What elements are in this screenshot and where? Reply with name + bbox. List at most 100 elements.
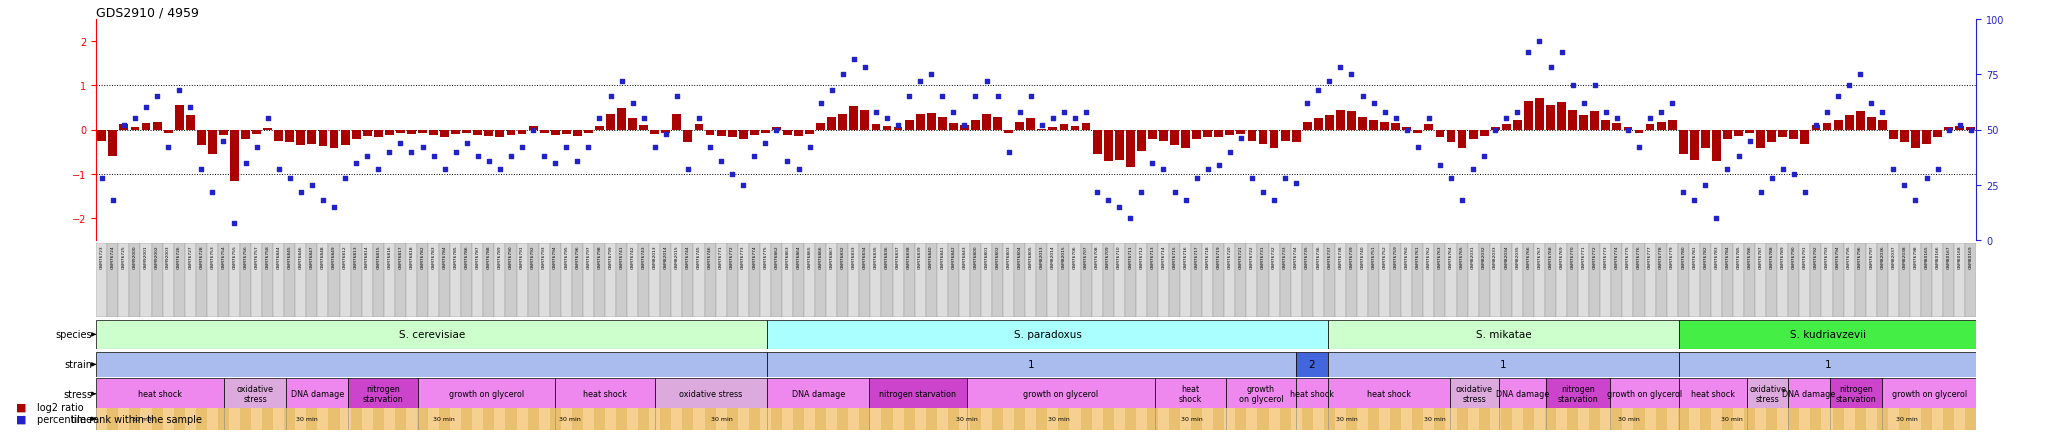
Bar: [684, 130, 692, 143]
Point: [848, 65, 881, 72]
Bar: [539, 408, 549, 430]
Bar: [616, 408, 627, 430]
Text: GSM76781: GSM76781: [1692, 244, 1696, 268]
Bar: [406, 243, 418, 317]
Text: GSM76839: GSM76839: [918, 244, 922, 268]
Text: heat shock: heat shock: [1290, 389, 1333, 398]
Text: GSM76772: GSM76772: [1593, 244, 1597, 268]
Bar: [1931, 408, 1944, 430]
Bar: [1268, 243, 1280, 317]
Text: GSM76782: GSM76782: [420, 244, 424, 268]
Bar: [936, 408, 948, 430]
Bar: [1425, 125, 1434, 130]
Point: [1423, 162, 1456, 169]
Point: [174, 105, 207, 112]
Bar: [350, 408, 362, 430]
Bar: [1745, 130, 1753, 134]
Bar: [375, 130, 383, 138]
Text: GSM76862: GSM76862: [774, 244, 778, 268]
Bar: [893, 243, 903, 317]
Bar: [1069, 408, 1081, 430]
Bar: [1624, 128, 1632, 130]
Bar: [1700, 243, 1710, 317]
Bar: [1092, 408, 1102, 430]
Bar: [1368, 408, 1378, 430]
Point: [1612, 127, 1645, 134]
Bar: [1004, 130, 1014, 134]
Bar: [242, 130, 250, 140]
Bar: [948, 408, 958, 430]
Point: [1755, 175, 1788, 182]
Bar: [1378, 408, 1391, 430]
Text: GSM76792: GSM76792: [1815, 244, 1819, 268]
Bar: [285, 130, 295, 143]
Point: [1192, 167, 1225, 174]
Text: GSM76816: GSM76816: [387, 244, 391, 268]
Point: [1235, 175, 1268, 182]
Bar: [274, 130, 283, 141]
Text: GSM76801: GSM76801: [985, 244, 989, 268]
Bar: [770, 243, 782, 317]
Bar: [1921, 243, 1931, 317]
Text: GSM76784: GSM76784: [442, 244, 446, 268]
Bar: [418, 378, 555, 410]
Bar: [1755, 243, 1765, 317]
Point: [1954, 127, 1987, 134]
Bar: [494, 243, 506, 317]
Text: GSM76842: GSM76842: [952, 244, 954, 268]
Bar: [1202, 243, 1212, 317]
Bar: [1544, 243, 1556, 317]
Point: [1313, 78, 1346, 85]
Bar: [817, 124, 825, 130]
Bar: [606, 115, 614, 130]
Bar: [164, 130, 172, 134]
Bar: [1855, 112, 1864, 130]
Bar: [1202, 408, 1212, 430]
Bar: [1888, 408, 1898, 430]
Point: [1157, 189, 1190, 196]
Bar: [174, 408, 184, 430]
Point: [1036, 115, 1069, 122]
Text: GSM76733: GSM76733: [1284, 244, 1286, 268]
Bar: [1679, 378, 1747, 410]
Bar: [1149, 130, 1157, 140]
Bar: [694, 408, 705, 430]
Text: GSM76796: GSM76796: [1858, 244, 1862, 268]
Text: 30 min: 30 min: [1335, 416, 1358, 421]
Bar: [1501, 243, 1511, 317]
Bar: [1810, 408, 1821, 430]
Text: GSM76795: GSM76795: [1847, 244, 1851, 268]
Text: GSM80168: GSM80168: [1958, 244, 1962, 268]
Text: GSM76725: GSM76725: [123, 244, 125, 268]
Bar: [1169, 243, 1180, 317]
Bar: [1346, 243, 1358, 317]
Bar: [1645, 243, 1655, 317]
Bar: [1657, 122, 1665, 130]
Text: GSM76716: GSM76716: [1184, 244, 1188, 268]
Bar: [655, 378, 768, 410]
Bar: [473, 243, 483, 317]
Bar: [96, 378, 223, 410]
Bar: [768, 352, 1296, 377]
Bar: [1843, 408, 1855, 430]
Bar: [737, 243, 750, 317]
Point: [1489, 115, 1522, 122]
Point: [926, 93, 958, 100]
Bar: [1501, 408, 1511, 430]
Bar: [528, 127, 537, 130]
Bar: [141, 124, 150, 130]
Text: GSM76768: GSM76768: [1548, 244, 1552, 268]
Bar: [1765, 408, 1778, 430]
Bar: [1821, 408, 1833, 430]
Text: log2 ratio: log2 ratio: [37, 402, 84, 412]
Text: GSM76817: GSM76817: [399, 244, 401, 268]
Bar: [1579, 243, 1589, 317]
Bar: [1004, 408, 1014, 430]
Text: GSM76777: GSM76777: [1649, 244, 1653, 268]
Bar: [362, 408, 373, 430]
Point: [1911, 175, 1944, 182]
Text: 30 min: 30 min: [1423, 416, 1446, 421]
Point: [1212, 149, 1245, 156]
Bar: [883, 127, 891, 130]
Text: heat shock: heat shock: [1366, 389, 1411, 398]
